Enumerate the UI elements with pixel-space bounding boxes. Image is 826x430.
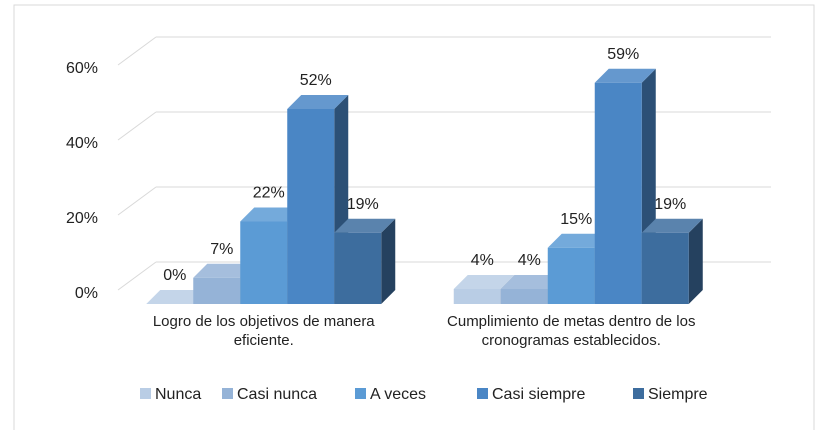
value-label: 19%	[347, 196, 379, 213]
legend-swatch	[477, 388, 488, 399]
value-label: 4%	[518, 252, 541, 269]
y-tick-label: 20%	[66, 210, 98, 227]
bar-top	[594, 68, 656, 83]
chart-border	[13, 4, 815, 430]
bar-top	[453, 275, 515, 289]
bar-top	[547, 233, 609, 248]
bar	[594, 68, 656, 304]
bar-side	[688, 218, 703, 304]
value-label: 15%	[560, 211, 592, 228]
legend-label: Siempre	[648, 386, 708, 403]
bar	[146, 290, 208, 304]
bar-front	[334, 232, 382, 304]
legend-label: A veces	[370, 386, 426, 403]
bar-front	[453, 289, 501, 304]
value-label: 19%	[654, 196, 686, 213]
bar	[334, 218, 396, 304]
bars	[146, 68, 703, 304]
grid-line-wall	[117, 111, 157, 141]
bar-top	[240, 207, 302, 222]
legend-swatch	[222, 388, 233, 399]
y-tick-label: 60%	[66, 60, 98, 77]
bar-front	[594, 82, 642, 304]
bar-front	[500, 289, 548, 304]
value-label: 59%	[607, 46, 639, 63]
bar-front	[193, 277, 241, 304]
bar-side	[381, 218, 396, 304]
value-label: 52%	[300, 72, 332, 89]
grid-line-wall	[117, 36, 157, 66]
legend-label: Nunca	[155, 386, 201, 403]
bar-top	[146, 290, 208, 304]
bar-front	[240, 221, 288, 304]
bar-top	[500, 275, 562, 289]
grid-line-wall	[117, 186, 157, 216]
x-tick-label: Cumplimiento de metas dentro de los cron…	[447, 313, 696, 349]
bar	[641, 218, 703, 304]
value-label: 22%	[253, 185, 285, 202]
bar-top	[193, 263, 255, 278]
bar-front	[547, 247, 595, 304]
y-tick-label: 40%	[66, 135, 98, 152]
legend-label: Casi nunca	[237, 386, 317, 403]
x-tick-label: Logro de los objetivos de manera eficien…	[152, 313, 375, 349]
legend-label: Casi siempre	[492, 386, 585, 403]
legend-swatch	[140, 388, 151, 399]
bar-top	[334, 218, 396, 233]
y-tick-label: 0%	[75, 285, 98, 302]
bar-front	[641, 232, 689, 304]
value-label: 7%	[210, 241, 233, 258]
grid-line-wall	[117, 261, 157, 291]
value-label: 4%	[471, 252, 494, 269]
bar-front	[287, 109, 335, 304]
bar-top	[641, 218, 703, 233]
legend-swatch	[633, 388, 644, 399]
bar-top	[287, 95, 349, 109]
legend-swatch	[355, 388, 366, 399]
bar	[287, 95, 349, 304]
value-label: 0%	[163, 267, 186, 284]
